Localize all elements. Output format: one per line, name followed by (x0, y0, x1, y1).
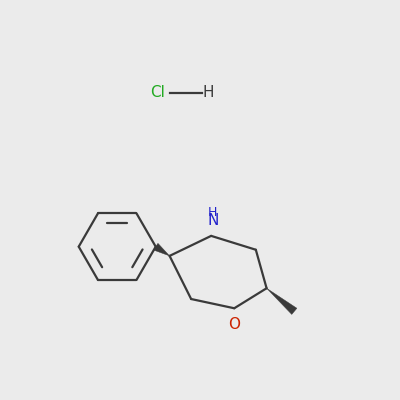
Text: H: H (202, 85, 214, 100)
Text: Cl: Cl (150, 85, 165, 100)
Polygon shape (267, 288, 297, 314)
Polygon shape (154, 243, 170, 256)
Text: N: N (207, 213, 218, 228)
Text: H: H (208, 206, 217, 219)
Text: O: O (228, 317, 240, 332)
